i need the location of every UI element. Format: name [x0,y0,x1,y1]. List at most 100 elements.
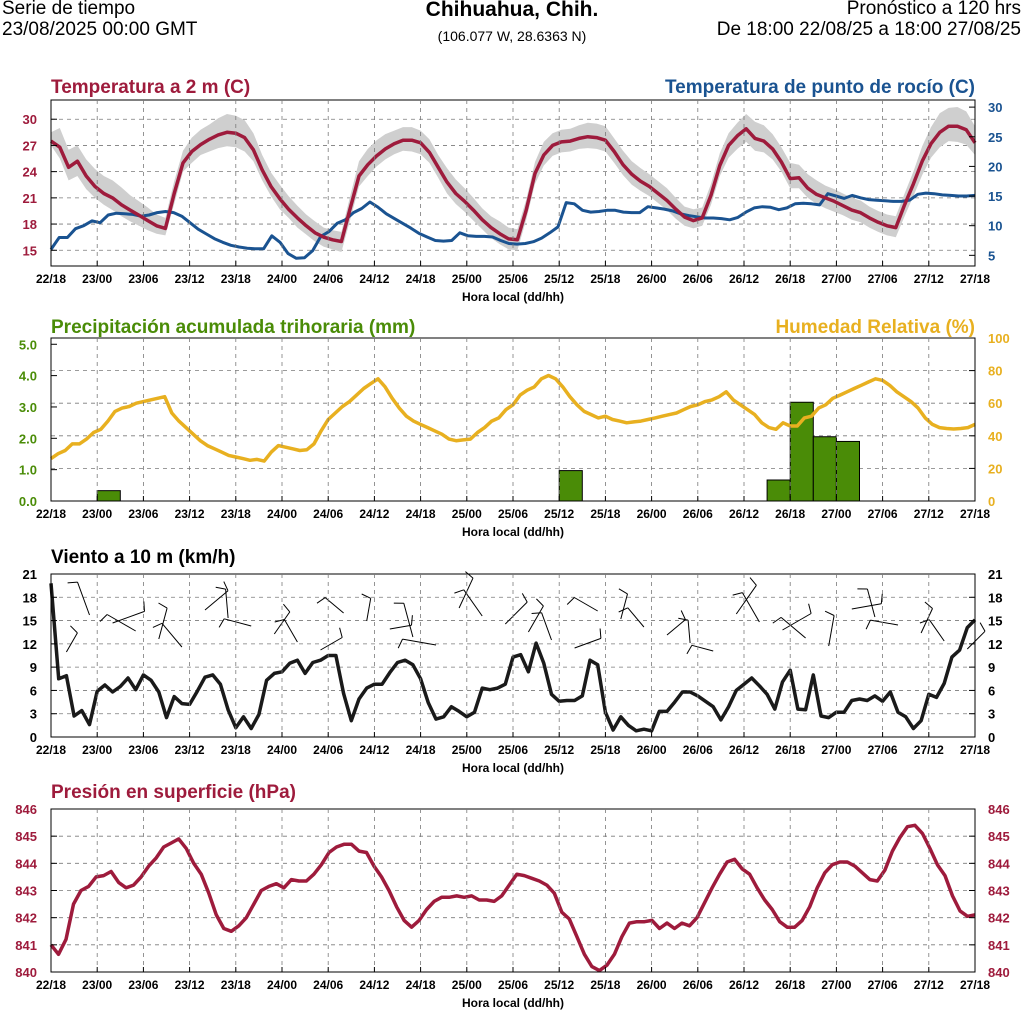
y-tick-label: 3.0 [19,400,37,415]
wind-barb-flag [215,586,226,590]
wind-barb-shaft [928,619,945,642]
wind-barb-shaft [320,637,343,651]
pressure-line [49,823,976,973]
x-tick-label: 24/12 [359,507,389,521]
wind-barb-shaft [541,612,552,641]
x-tick-label: 27/06 [868,272,898,286]
temperature-title: Temperatura a 2 m (C) [51,77,250,98]
wind-barb-shaft [870,619,899,626]
wind-barb-shaft [666,619,686,636]
precip-bar [96,490,121,502]
y-tick-label: 842 [15,911,37,926]
wind-barb-flag [880,593,883,604]
y-tick-label: 6 [30,683,37,698]
y-tick-label: 0 [30,730,37,745]
wind-barb-flag [143,601,145,612]
y-tick-label: 15 [23,243,37,258]
wind-barb-shaft [741,592,760,623]
x-tick-label: 27/12 [914,272,944,286]
y2-tick-label: 30 [988,100,1002,115]
x-tick-label: 26/06 [683,507,713,521]
x-tick-label: 25/06 [498,743,528,757]
wind-barb-flag [979,622,986,632]
wind-barb-flag [521,593,528,603]
wind-barb-shaft [504,601,528,625]
x-axis-label: Hora local (dd/hh) [462,996,564,1010]
y-tick-label: 12 [23,637,37,652]
wind-barb-shaft [780,617,806,639]
y2-tick-label: 20 [988,159,1002,174]
wind-barb-flag [536,598,544,607]
wind-barb-flag [99,614,108,622]
y2-tick-label: 841 [988,938,1010,953]
y-tick-label: 846 [15,802,37,817]
y2-tick-label: 844 [988,856,1010,871]
y-tick-label: 21 [23,567,37,582]
wind-barb-flag [339,627,343,638]
x-tick-label: 22/18 [36,272,66,286]
wind-barb-shaft [366,598,372,622]
x-tick-label: 26/12 [729,507,759,521]
wind-barb-shaft [402,638,437,646]
x-tick-label: 25/18 [590,272,620,286]
y2-tick-label: 60 [988,396,1002,411]
pressure-title: Presión en superficie (hPa) [51,782,296,803]
x-tick-label: 27/06 [868,507,898,521]
x-tick-label: 27/06 [868,743,898,757]
x-tick-label: 26/06 [683,272,713,286]
x-tick-label: 27/12 [914,743,944,757]
dewpoint-title: Temperatura de punto de rocío (C) [665,77,975,98]
x-tick-label: 26/00 [637,743,667,757]
y2-tick-label: 842 [988,911,1010,926]
x-tick-label: 26/00 [637,978,667,992]
y-tick-label: 840 [15,965,37,980]
x-tick-label: 23/12 [175,272,205,286]
x-tick-label: 26/06 [683,978,713,992]
wind-barb-flag [618,588,628,595]
y2-tick-label: 20 [988,461,1002,476]
x-tick-label: 25/12 [544,272,574,286]
precipitation-title: Precipitación acumulada trihoraria (mm) [51,317,415,338]
wind-barb-flag [924,601,933,609]
x-tick-label: 25/12 [544,507,574,521]
wind-barb-flag [618,607,629,613]
wind-barb-shaft [204,590,229,611]
x-tick-label: 26/12 [729,272,759,286]
wind-barb-flag [678,617,689,621]
y2-tick-label: 6 [988,683,995,698]
x-tick-label: 22/18 [36,743,66,757]
precip-bar [558,470,583,502]
wind-barb-shaft [782,613,812,631]
y-tick-label: 0.0 [19,494,37,509]
x-tick-label: 27/18 [960,743,990,757]
wind-barb-flag [531,612,542,614]
wind-barb-flag [566,597,575,605]
x-tick-label: 25/12 [544,743,574,757]
wind-barb-flag [158,602,168,609]
wind-barb-shaft [574,637,602,649]
wind-barb-flag [599,628,602,639]
y-tick-label: 3 [30,707,37,722]
y2-tick-label: 10 [988,219,1002,234]
wind-barb-shaft [161,622,183,648]
y2-tick-label: 840 [988,965,1010,980]
y-tick-label: 18 [23,590,37,605]
x-tick-label: 27/00 [821,978,851,992]
y2-tick-label: 9 [988,660,995,675]
x-tick-label: 25/00 [452,743,482,757]
wind-barb-flag [865,619,871,630]
x-tick-label: 23/00 [82,978,112,992]
wind-barb-flag [749,577,757,586]
x-tick-label: 24/18 [406,507,436,521]
x-tick-label: 25/18 [590,978,620,992]
wind-barb-flag [680,610,686,620]
x-tick-label: 25/00 [452,272,482,286]
wind-barb-shaft [620,593,628,620]
wind-barb-flag [411,615,413,626]
wind-barb-shaft [389,624,412,630]
y-tick-label: 841 [15,938,37,953]
y2-tick-label: 5 [988,248,995,263]
wind-barb-flag [361,593,371,599]
wind-barb-shaft [574,597,598,612]
